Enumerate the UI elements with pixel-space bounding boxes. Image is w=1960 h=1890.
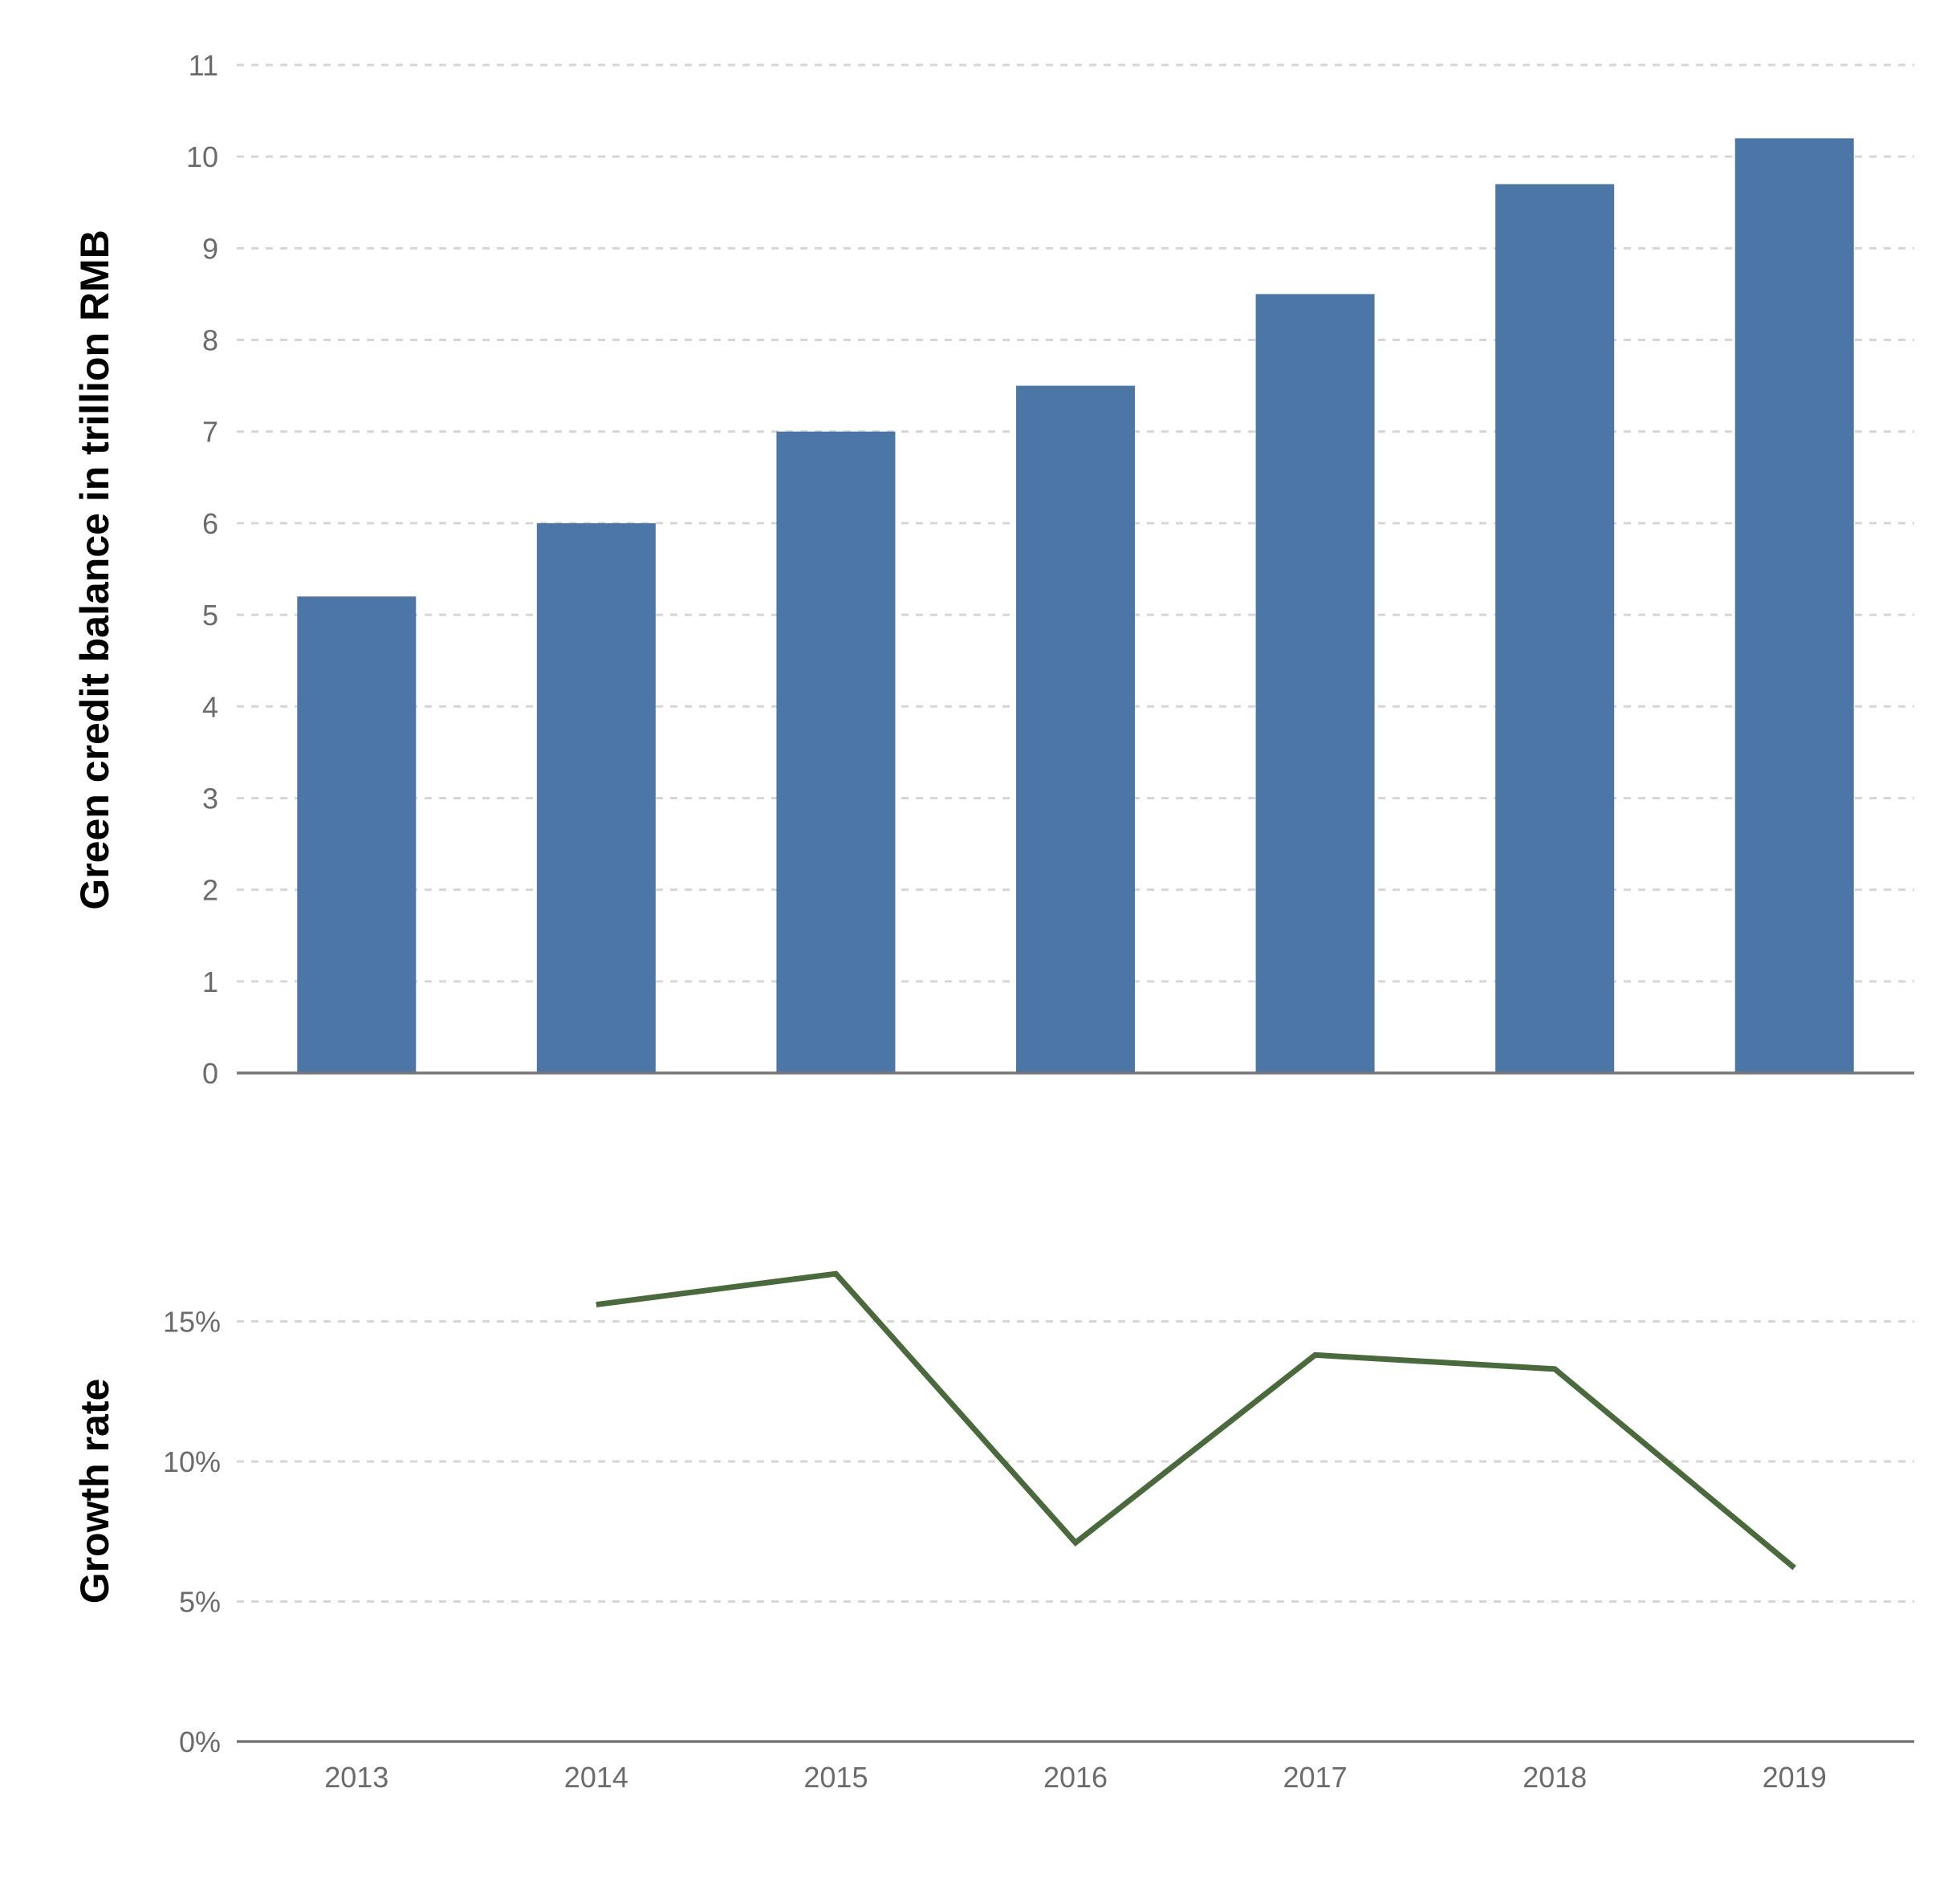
x-tick-label: 2018 (1523, 1761, 1587, 1794)
y-tick-label: 10% (163, 1445, 221, 1478)
x-tick-label: 2015 (803, 1761, 868, 1794)
y-tick-label: 6 (202, 507, 218, 540)
x-tick-label: 2014 (564, 1761, 628, 1794)
y-tick-label: 2 (202, 874, 218, 907)
y-tick-label: 1 (202, 965, 218, 998)
bar-2019 (1735, 138, 1854, 1073)
x-tick-label: 2013 (324, 1761, 388, 1794)
y-tick-label: 7 (202, 416, 218, 449)
line-chart-y-ticks: 0% 5% 10% 15% (163, 1306, 221, 1759)
y-tick-label: 8 (202, 324, 218, 357)
bar-2017 (1256, 294, 1375, 1073)
x-tick-label: 2016 (1043, 1761, 1108, 1794)
bar-2018 (1495, 184, 1614, 1073)
bar-2014 (537, 523, 656, 1073)
line-chart-series (237, 1274, 1914, 1742)
y-tick-label: 4 (202, 690, 218, 723)
y-tick-label: 15% (163, 1306, 221, 1339)
growth-rate-line (596, 1274, 1795, 1567)
x-tick-label: 2017 (1283, 1761, 1348, 1794)
y-tick-label: 5 (202, 599, 218, 632)
line-chart-y-axis-title: Growth rate (72, 1379, 117, 1604)
y-tick-label: 9 (202, 232, 218, 265)
y-tick-label: 11 (189, 49, 218, 82)
bar-2015 (776, 432, 895, 1073)
x-axis-ticks: 2013 2014 2015 2016 2017 2018 2019 (324, 1761, 1827, 1794)
bar-chart-y-axis-title: Green credit balance in trillion RMB (72, 230, 117, 909)
y-tick-label: 3 (202, 782, 218, 815)
bar-2013 (297, 596, 416, 1073)
y-tick-label: 0% (179, 1725, 221, 1758)
y-tick-label: 10 (186, 140, 218, 173)
bar-chart-bars (297, 138, 1853, 1073)
bar-chart-y-ticks: 0 1 2 3 4 5 6 7 8 9 10 11 (186, 49, 218, 1090)
bar-2016 (1016, 386, 1135, 1073)
y-tick-label: 5% (179, 1586, 221, 1619)
y-tick-label: 0 (202, 1057, 218, 1090)
x-tick-label: 2019 (1763, 1761, 1827, 1794)
